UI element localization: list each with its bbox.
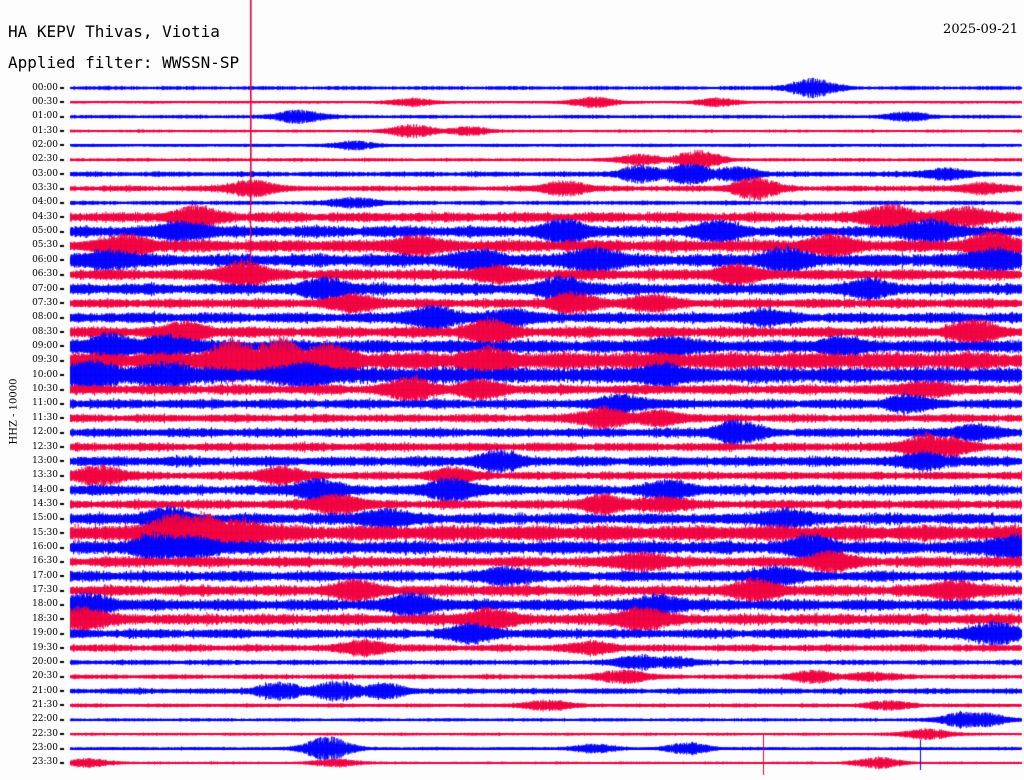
helicorder-page: HA KEPV Thivas, Viotia Applied filter: W…: [0, 0, 1024, 780]
seismogram-canvas: [0, 0, 1024, 780]
